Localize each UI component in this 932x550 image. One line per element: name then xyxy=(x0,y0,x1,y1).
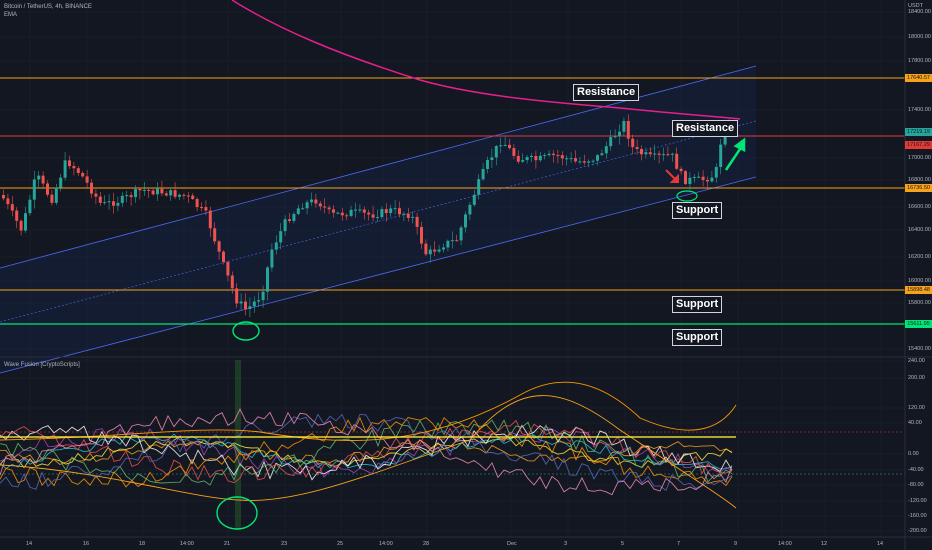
y-tick-label: 16000.00 xyxy=(908,278,931,284)
y-tick-label: 18000.00 xyxy=(908,34,931,40)
x-tick-label: Dec xyxy=(507,541,517,547)
arrow-down-red xyxy=(665,169,679,183)
y-tick-label: 16200.00 xyxy=(908,254,931,260)
price-tag: 17219.19 xyxy=(905,128,932,136)
price-tag: 15898.48 xyxy=(905,286,932,294)
osc-tick-label: -80.00 xyxy=(908,482,924,488)
channel-fill xyxy=(0,66,756,373)
x-tick-label: 28 xyxy=(423,541,430,547)
arrow-up-green xyxy=(724,137,746,171)
resistance-label-top: Resistance xyxy=(573,84,640,101)
price-tag: 17640.57 xyxy=(905,74,932,82)
price-tag: 15611.95 xyxy=(905,320,932,328)
osc-tick-label: -160.00 xyxy=(908,513,927,519)
osc-tick-label: 40.00 xyxy=(908,420,922,426)
x-tick-label: 23 xyxy=(281,541,288,547)
circle-highlight-main xyxy=(232,321,260,341)
x-tick-label: 14 xyxy=(877,541,884,547)
indicator-title[interactable]: Wave Fusion [CryptoScripts] xyxy=(4,362,80,368)
y-tick-label: 17800.00 xyxy=(908,58,931,64)
x-tick-label: 14:00 xyxy=(778,541,792,547)
x-tick-label: 14:00 xyxy=(180,541,194,547)
x-tick-label: 21 xyxy=(224,541,231,547)
osc-tick-label: -200.00 xyxy=(908,528,927,534)
x-tick-label: 5 xyxy=(621,541,625,547)
resistance-label-right: Resistance xyxy=(672,120,739,137)
y-tick-label: 16800.00 xyxy=(908,177,931,183)
osc-tick-label: -120.00 xyxy=(908,498,927,504)
x-tick-label: 14:00 xyxy=(379,541,393,547)
osc-tick-label: 0.00 xyxy=(908,451,919,457)
x-tick-label: 18 xyxy=(139,541,146,547)
circle-highlight-support xyxy=(676,190,698,202)
candlesticks xyxy=(2,114,736,318)
ema-line xyxy=(231,0,741,120)
x-tick-label: 16 xyxy=(83,541,90,547)
x-tick-label: 3 xyxy=(564,541,568,547)
support-label-right: Support xyxy=(672,202,723,219)
x-tick-label: 9 xyxy=(734,541,738,547)
x-tick-label: 14 xyxy=(26,541,33,547)
x-tick-label: 12 xyxy=(821,541,828,547)
y-tick-label: 16600.00 xyxy=(908,204,931,210)
osc-tick-label: 240.00 xyxy=(908,358,925,364)
y-tick-label: 16400.00 xyxy=(908,227,931,233)
support-label-mid: Support xyxy=(672,296,723,313)
price-tag: 17167.29 xyxy=(905,141,932,149)
x-tick-label: 7 xyxy=(677,541,681,547)
currency-label: USDT xyxy=(908,3,923,9)
osc-tick-label: 200.00 xyxy=(908,375,925,381)
support-label-low: Support xyxy=(672,329,723,346)
ema-legend[interactable]: EMA xyxy=(4,12,18,18)
y-tick-label: 17000.00 xyxy=(908,155,931,161)
x-tick-label: 25 xyxy=(337,541,344,547)
y-tick-label: 18400.00 xyxy=(908,9,931,15)
price-tag: 16736.50 xyxy=(905,184,932,192)
osc-tick-label: -40.00 xyxy=(908,467,924,473)
y-tick-label: 15400.00 xyxy=(908,346,931,352)
y-tick-label: 17400.00 xyxy=(908,107,931,113)
osc-tick-label: 120.00 xyxy=(908,405,925,411)
channel-bottom-line xyxy=(0,176,757,374)
circle-highlight-osc xyxy=(216,496,258,530)
y-tick-label: 15800.00 xyxy=(908,300,931,306)
oscillator-lines xyxy=(0,381,737,509)
symbol-title[interactable]: Bitcoin / TetherUS, 4h, BINANCE xyxy=(4,4,92,10)
